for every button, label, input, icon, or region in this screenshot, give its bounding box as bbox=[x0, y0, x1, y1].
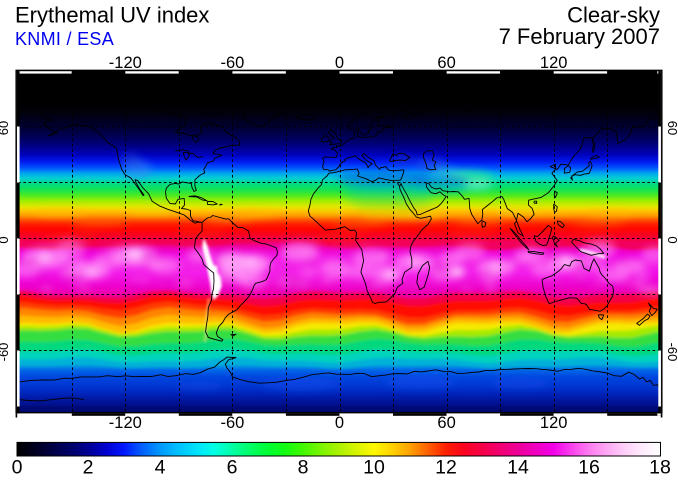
svg-text:120: 120 bbox=[540, 54, 568, 72]
svg-text:8: 8 bbox=[298, 457, 309, 479]
svg-text:0: 0 bbox=[665, 236, 678, 243]
svg-text:6: 6 bbox=[227, 457, 238, 479]
svg-text:0: 0 bbox=[335, 54, 344, 72]
svg-text:Clear-sky: Clear-sky bbox=[567, 3, 660, 28]
svg-text:60: 60 bbox=[437, 414, 455, 432]
svg-text:60: 60 bbox=[665, 121, 678, 135]
svg-text:-60: -60 bbox=[665, 343, 678, 362]
svg-text:4: 4 bbox=[155, 457, 166, 479]
svg-text:-120: -120 bbox=[109, 414, 142, 432]
svg-text:-60: -60 bbox=[220, 414, 244, 432]
svg-text:-60: -60 bbox=[220, 54, 244, 72]
svg-text:2: 2 bbox=[83, 457, 94, 479]
svg-text:10: 10 bbox=[363, 457, 385, 479]
svg-text:60: 60 bbox=[0, 121, 11, 135]
svg-text:120: 120 bbox=[540, 414, 568, 432]
svg-text:60: 60 bbox=[437, 54, 455, 72]
svg-text:0: 0 bbox=[335, 414, 344, 432]
svg-text:14: 14 bbox=[507, 457, 529, 479]
svg-text:18: 18 bbox=[649, 457, 671, 479]
svg-text:12: 12 bbox=[435, 457, 457, 479]
svg-text:Erythemal UV index: Erythemal UV index bbox=[15, 3, 209, 28]
svg-text:-120: -120 bbox=[109, 54, 142, 72]
svg-text:-60: -60 bbox=[0, 343, 11, 362]
svg-text:KNMI / ESA: KNMI / ESA bbox=[15, 29, 114, 49]
svg-text:16: 16 bbox=[578, 457, 600, 479]
svg-text:7 February 2007: 7 February 2007 bbox=[499, 24, 660, 49]
svg-text:0: 0 bbox=[12, 457, 23, 479]
svg-text:0: 0 bbox=[0, 236, 11, 243]
